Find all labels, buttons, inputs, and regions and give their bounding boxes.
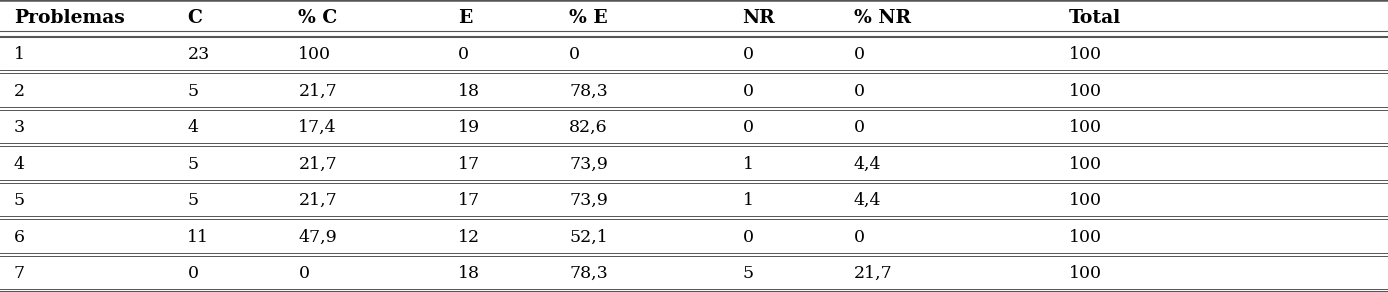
Text: 5: 5 bbox=[743, 265, 754, 282]
Text: 47,9: 47,9 bbox=[298, 229, 337, 246]
Text: % E: % E bbox=[569, 9, 608, 27]
Text: % NR: % NR bbox=[854, 9, 911, 27]
Text: E: E bbox=[458, 9, 472, 27]
Text: 17: 17 bbox=[458, 156, 480, 173]
Text: 18: 18 bbox=[458, 83, 480, 100]
Text: 0: 0 bbox=[743, 229, 754, 246]
Text: 1: 1 bbox=[743, 156, 754, 173]
Text: 4: 4 bbox=[187, 119, 198, 136]
Text: % C: % C bbox=[298, 9, 337, 27]
Text: 1: 1 bbox=[14, 46, 25, 63]
Text: 100: 100 bbox=[1069, 156, 1102, 173]
Text: 82,6: 82,6 bbox=[569, 119, 608, 136]
Text: 0: 0 bbox=[298, 265, 310, 282]
Text: 17: 17 bbox=[458, 192, 480, 209]
Text: 4,4: 4,4 bbox=[854, 192, 881, 209]
Text: Total: Total bbox=[1069, 9, 1122, 27]
Text: 12: 12 bbox=[458, 229, 480, 246]
Text: 100: 100 bbox=[1069, 192, 1102, 209]
Text: 21,7: 21,7 bbox=[298, 156, 337, 173]
Text: 21,7: 21,7 bbox=[298, 83, 337, 100]
Text: 0: 0 bbox=[743, 83, 754, 100]
Text: 52,1: 52,1 bbox=[569, 229, 608, 246]
Text: 17,4: 17,4 bbox=[298, 119, 337, 136]
Text: 0: 0 bbox=[187, 265, 198, 282]
Text: 73,9: 73,9 bbox=[569, 156, 608, 173]
Text: 0: 0 bbox=[743, 46, 754, 63]
Text: 100: 100 bbox=[1069, 83, 1102, 100]
Text: 19: 19 bbox=[458, 119, 480, 136]
Text: 0: 0 bbox=[569, 46, 580, 63]
Text: 1: 1 bbox=[743, 192, 754, 209]
Text: 5: 5 bbox=[14, 192, 25, 209]
Text: 0: 0 bbox=[854, 46, 865, 63]
Text: 18: 18 bbox=[458, 265, 480, 282]
Text: 100: 100 bbox=[298, 46, 332, 63]
Text: 21,7: 21,7 bbox=[854, 265, 892, 282]
Text: 3: 3 bbox=[14, 119, 25, 136]
Text: 0: 0 bbox=[743, 119, 754, 136]
Text: 100: 100 bbox=[1069, 229, 1102, 246]
Text: 5: 5 bbox=[187, 156, 198, 173]
Text: C: C bbox=[187, 9, 203, 27]
Text: 0: 0 bbox=[854, 83, 865, 100]
Text: 7: 7 bbox=[14, 265, 25, 282]
Text: NR: NR bbox=[743, 9, 776, 27]
Text: 0: 0 bbox=[458, 46, 469, 63]
Text: 4,4: 4,4 bbox=[854, 156, 881, 173]
Text: 5: 5 bbox=[187, 83, 198, 100]
Text: 100: 100 bbox=[1069, 265, 1102, 282]
Text: 0: 0 bbox=[854, 229, 865, 246]
Text: 0: 0 bbox=[854, 119, 865, 136]
Text: 78,3: 78,3 bbox=[569, 83, 608, 100]
Text: 73,9: 73,9 bbox=[569, 192, 608, 209]
Text: 6: 6 bbox=[14, 229, 25, 246]
Text: 100: 100 bbox=[1069, 119, 1102, 136]
Text: 11: 11 bbox=[187, 229, 210, 246]
Text: Problemas: Problemas bbox=[14, 9, 125, 27]
Text: 100: 100 bbox=[1069, 46, 1102, 63]
Text: 23: 23 bbox=[187, 46, 210, 63]
Text: 21,7: 21,7 bbox=[298, 192, 337, 209]
Text: 5: 5 bbox=[187, 192, 198, 209]
Text: 2: 2 bbox=[14, 83, 25, 100]
Text: 4: 4 bbox=[14, 156, 25, 173]
Text: 78,3: 78,3 bbox=[569, 265, 608, 282]
